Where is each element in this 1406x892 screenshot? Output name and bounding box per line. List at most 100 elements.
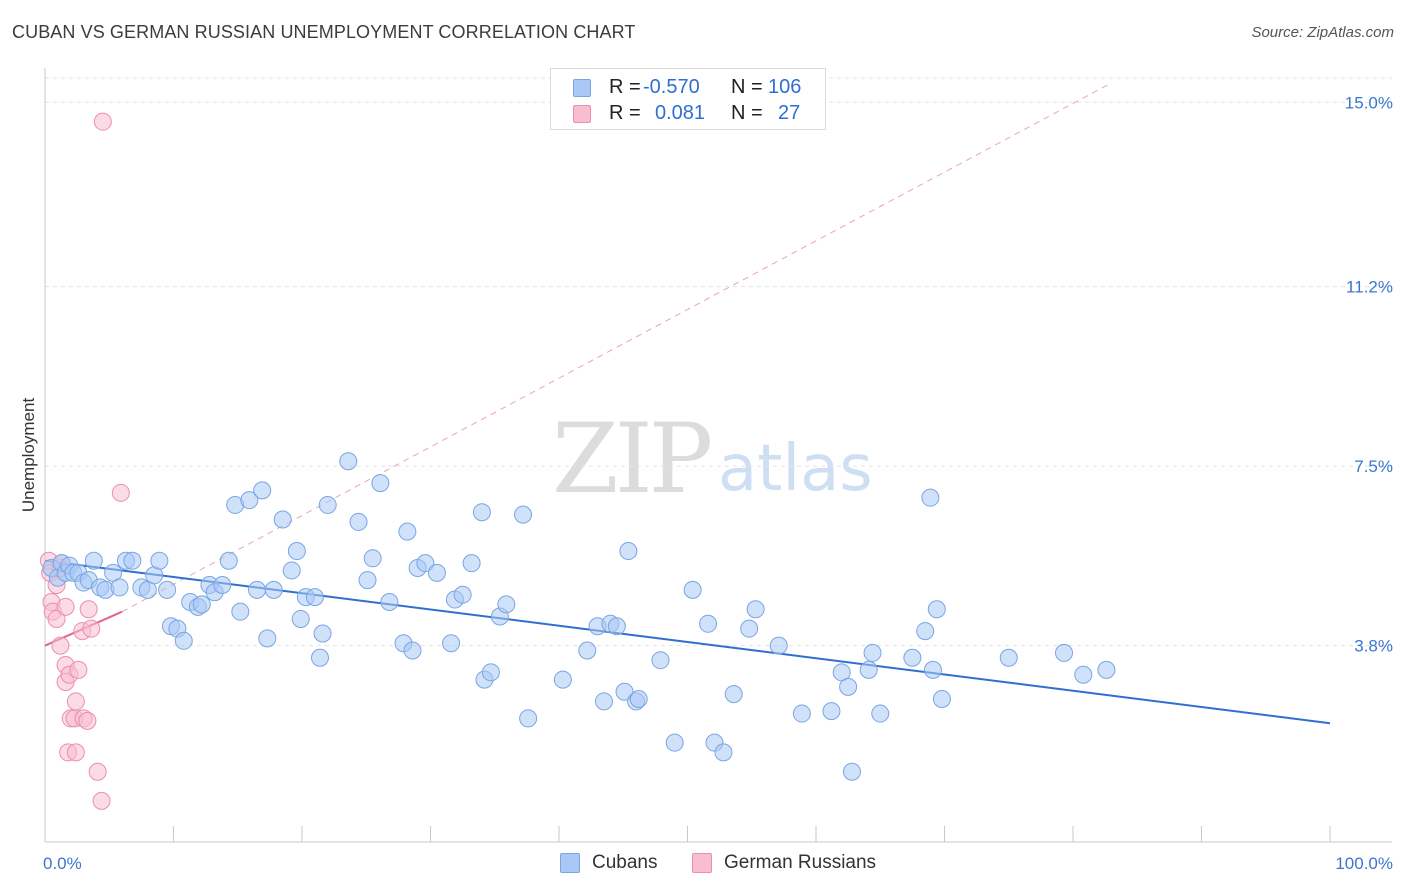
point-german-russians xyxy=(79,600,98,619)
point-cubans xyxy=(380,592,399,611)
point-cubans xyxy=(769,636,788,655)
point-cubans xyxy=(253,481,272,500)
point-cubans xyxy=(349,512,368,531)
point-cubans xyxy=(923,660,942,679)
y-axis-label: Unemployment xyxy=(19,398,38,513)
point-cubans xyxy=(416,554,435,573)
point-cubans xyxy=(248,580,267,599)
y-tick-label: 15.0% xyxy=(1345,93,1393,112)
point-cubans xyxy=(231,602,250,621)
point-cubans xyxy=(999,648,1018,667)
point-cubans xyxy=(158,580,177,599)
x-tick-label-max: 100.0% xyxy=(1335,854,1393,873)
watermark-zip: ZIP xyxy=(552,403,711,515)
series-swatch-german-russians xyxy=(692,853,712,873)
tick-labels: 3.8% 7.5% 11.2% 15.0% 0.0% 100.0% xyxy=(43,93,1393,873)
point-cubans xyxy=(240,491,259,510)
point-cubans xyxy=(724,685,743,704)
point-cubans xyxy=(287,542,306,561)
point-cubans xyxy=(291,609,310,628)
point-cubans xyxy=(699,614,718,633)
point-cubans xyxy=(514,505,533,524)
chart-title: CUBAN VS GERMAN RUSSIAN UNEMPLOYMENT COR… xyxy=(12,22,636,42)
point-cubans xyxy=(150,551,169,570)
series-label-german-russians: German Russians xyxy=(724,852,877,873)
point-cubans xyxy=(842,762,861,781)
point-cubans xyxy=(1055,643,1074,662)
point-cubans xyxy=(358,571,377,590)
point-cubans xyxy=(453,585,472,604)
point-cubans xyxy=(714,743,733,762)
point-cubans xyxy=(110,578,129,597)
legend-n-value: 27 xyxy=(778,102,801,124)
point-cubans xyxy=(822,702,841,721)
point-cubans xyxy=(553,670,572,689)
point-cubans xyxy=(792,704,811,723)
legend-n-label: N = xyxy=(731,76,763,98)
point-cubans xyxy=(859,660,878,679)
point-cubans xyxy=(1074,665,1093,684)
point-german-russians xyxy=(78,711,97,730)
legend-r-value: 0.081 xyxy=(655,102,706,124)
point-cubans xyxy=(519,709,538,728)
point-cubans xyxy=(442,634,461,653)
point-german-russians xyxy=(66,692,85,711)
point-german-russians xyxy=(88,762,107,781)
legend-swatch-cubans xyxy=(573,79,591,97)
point-german-russians xyxy=(93,112,112,131)
point-german-russians xyxy=(51,636,70,655)
point-german-russians xyxy=(69,660,88,679)
y-tick-label: 11.2% xyxy=(1346,278,1393,297)
point-cubans xyxy=(607,617,626,636)
point-cubans xyxy=(481,663,500,682)
point-cubans xyxy=(472,503,491,522)
point-cubans xyxy=(927,600,946,619)
point-cubans xyxy=(264,580,283,599)
point-cubans xyxy=(629,690,648,709)
point-cubans xyxy=(305,588,324,607)
point-cubans xyxy=(174,631,193,650)
legend-n-value: 106 xyxy=(768,76,802,98)
point-cubans xyxy=(403,641,422,660)
point-cubans xyxy=(427,563,446,582)
point-cubans xyxy=(863,643,882,662)
point-cubans xyxy=(398,522,417,541)
trend-line-german-russians-extension xyxy=(121,82,1112,613)
legend-n-label: N = xyxy=(731,102,763,124)
point-cubans xyxy=(683,580,702,599)
point-cubans xyxy=(746,600,765,619)
source-label: Source: ZipAtlas.com xyxy=(1251,24,1394,41)
y-tick-label: 7.5% xyxy=(1354,457,1393,476)
point-cubans xyxy=(213,575,232,594)
point-cubans xyxy=(740,619,759,638)
point-cubans xyxy=(313,624,332,643)
series-label-cubans: Cubans xyxy=(592,852,658,873)
point-german-russians xyxy=(47,609,66,628)
point-cubans xyxy=(619,542,638,561)
point-cubans xyxy=(310,648,329,667)
cubans-points xyxy=(42,452,1116,781)
axes xyxy=(44,68,1392,843)
point-cubans xyxy=(615,682,634,701)
point-cubans xyxy=(578,641,597,660)
point-cubans xyxy=(273,510,292,529)
point-cubans xyxy=(916,622,935,641)
legend-swatch-german-russians xyxy=(573,105,591,123)
point-cubans xyxy=(497,595,516,614)
point-cubans xyxy=(282,561,301,580)
point-german-russians xyxy=(92,791,111,810)
point-cubans xyxy=(363,549,382,568)
point-cubans xyxy=(665,733,684,752)
point-cubans xyxy=(903,648,922,667)
point-cubans xyxy=(651,651,670,670)
legend-r-value: -0.570 xyxy=(643,76,700,98)
point-cubans xyxy=(192,595,211,614)
correlation-legend: R = -0.570 N = 106 R = 0.081 N = 27 xyxy=(550,68,826,130)
point-cubans xyxy=(594,692,613,711)
point-cubans xyxy=(258,629,277,648)
x-tick-label-min: 0.0% xyxy=(43,854,82,873)
point-cubans xyxy=(219,551,238,570)
point-cubans xyxy=(932,690,951,709)
series-swatch-cubans xyxy=(560,853,580,873)
